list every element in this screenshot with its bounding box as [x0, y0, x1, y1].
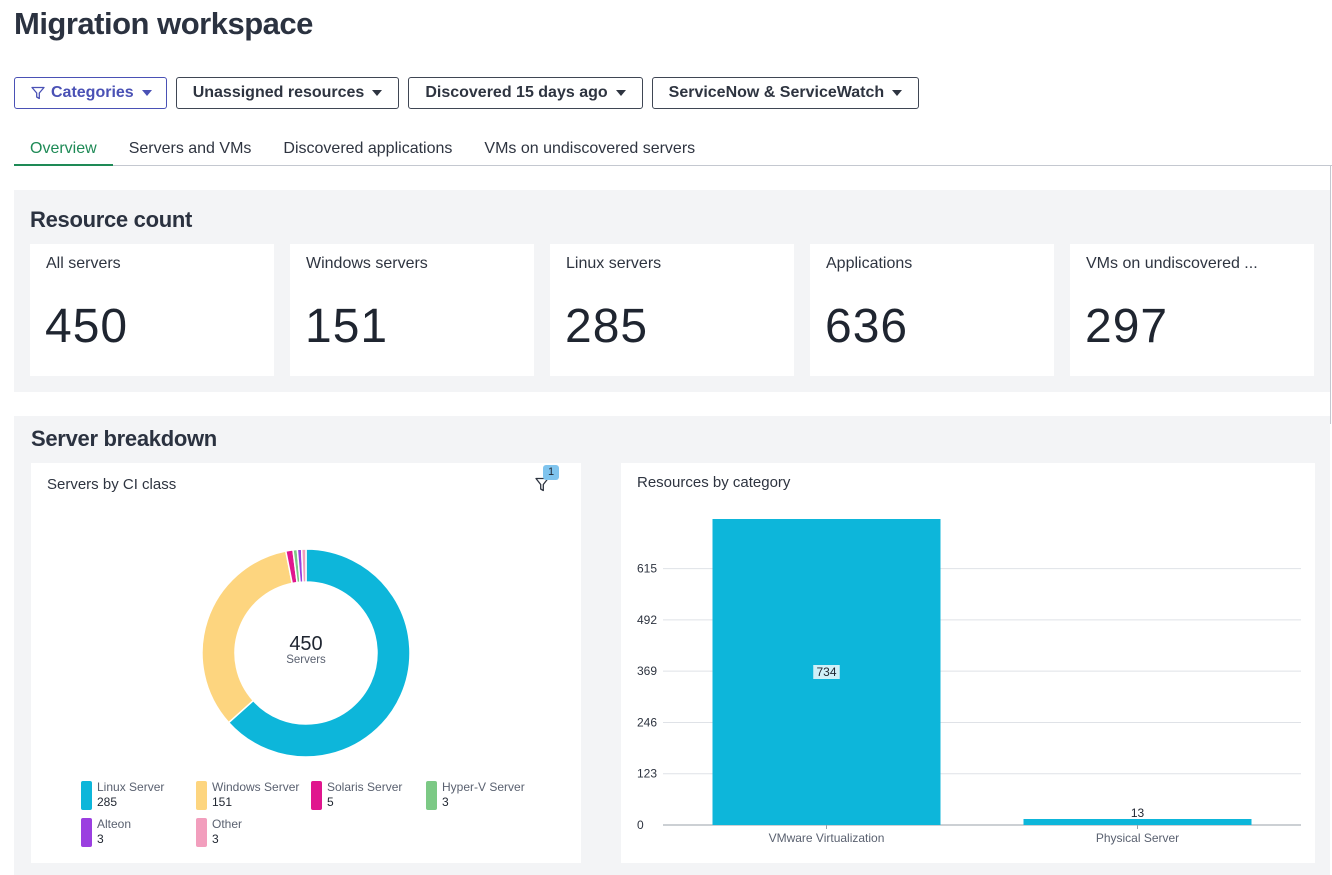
- discovered-date-filter-label: Discovered 15 days ago: [425, 84, 608, 101]
- tab-vms-on-undiscovered-servers[interactable]: VMs on undiscovered servers: [484, 140, 696, 157]
- scroll-divider: [1330, 166, 1331, 424]
- panel-title: Servers by CI class: [47, 476, 177, 493]
- legend-label: Solaris Server: [327, 780, 403, 794]
- legend-value: 151: [212, 795, 233, 809]
- x-tick-label: VMware Virtualization: [769, 831, 885, 845]
- stat-label: All servers: [46, 255, 121, 272]
- legend-item-other[interactable]: Other 3: [196, 817, 311, 849]
- section-title-resource-count: Resource count: [30, 207, 193, 232]
- stat-value: 450: [45, 300, 129, 353]
- filter-bar: Categories Unassigned resources Discover…: [14, 77, 920, 109]
- y-tick-label: 123: [637, 767, 657, 781]
- categories-filter-button[interactable]: Categories: [14, 77, 167, 109]
- source-filter-label: ServiceNow & ServiceWatch: [668, 84, 885, 101]
- caret-down-icon: [892, 90, 903, 96]
- legend-item-hyper-v-server[interactable]: Hyper-V Server 3: [426, 780, 541, 812]
- tab-overview[interactable]: Overview: [14, 131, 113, 166]
- legend-label: Linux Server: [97, 780, 165, 794]
- stat-label: Windows servers: [306, 255, 428, 272]
- y-tick-label: 615: [637, 562, 657, 576]
- stat-value: 297: [1085, 300, 1169, 353]
- legend-label: Windows Server: [212, 780, 300, 794]
- stat-label: VMs on undiscovered ...: [1086, 255, 1258, 272]
- legend-swatch: [426, 781, 437, 810]
- resource-count-section: Resource count All servers 450 Windows s…: [14, 190, 1330, 392]
- donut-slice-linux-server[interactable]: [227, 548, 411, 758]
- caret-down-icon: [372, 90, 383, 96]
- stat-card-applications[interactable]: Applications 636: [810, 244, 1054, 376]
- legend-value: 3: [212, 832, 219, 846]
- stat-value: 285: [565, 300, 649, 353]
- legend-item-solaris-server[interactable]: Solaris Server 5: [311, 780, 426, 812]
- server-breakdown-section: Server breakdown Servers by CI class 1 4…: [14, 416, 1330, 875]
- section-title-server-breakdown: Server breakdown: [31, 426, 217, 451]
- resources-bar-chart: 0 123 246 369 492 615 734 VMware Virtualization…: [637, 519, 1301, 845]
- legend-value: 5: [327, 795, 334, 809]
- bar-value-label: 13: [1131, 806, 1145, 820]
- legend-label: Other: [212, 817, 243, 831]
- y-tick-label: 0: [637, 818, 644, 832]
- stat-card-linux-servers[interactable]: Linux servers 285: [550, 244, 794, 376]
- panel-filter-button[interactable]: 1: [534, 465, 560, 495]
- panel-title: Resources by category: [637, 474, 791, 491]
- legend-label: Hyper-V Server: [442, 780, 525, 794]
- y-tick-label: 246: [637, 715, 657, 729]
- stat-card-all-servers[interactable]: All servers 450: [30, 244, 274, 376]
- servers-donut-chart: 450 Servers: [201, 548, 411, 758]
- legend-item-windows-server[interactable]: Windows Server 151: [196, 780, 311, 812]
- legend-value: 3: [442, 795, 449, 809]
- legend-swatch: [81, 781, 92, 810]
- donut-center-value: 450: [289, 633, 322, 655]
- legend-swatch: [196, 818, 207, 847]
- caret-down-icon: [615, 90, 626, 96]
- y-tick-label: 492: [637, 613, 657, 627]
- legend-item-linux-server[interactable]: Linux Server 285: [81, 780, 196, 812]
- stat-value: 151: [305, 300, 389, 353]
- bar-value-label: 734: [816, 665, 836, 679]
- bar-value-label-bg: [813, 665, 840, 679]
- stat-label: Applications: [826, 255, 913, 272]
- bar-physical-server[interactable]: [1023, 819, 1252, 825]
- legend-swatch: [81, 818, 92, 847]
- discovered-date-filter-button[interactable]: Discovered 15 days ago: [408, 77, 643, 109]
- legend-swatch: [196, 781, 207, 810]
- resources-by-category-panel: Resources by category 0 123 246 369 492 615 73…: [621, 463, 1315, 863]
- stat-label: Linux servers: [566, 255, 662, 272]
- legend-item-alteon[interactable]: Alteon 3: [81, 817, 196, 849]
- servers-by-ci-class-panel: Servers by CI class 1 450 Servers Linux …: [31, 463, 581, 863]
- unassigned-resources-filter-button[interactable]: Unassigned resources: [175, 77, 400, 109]
- stat-card-vms-on-undiscovered[interactable]: VMs on undiscovered ... 297: [1070, 244, 1314, 376]
- donut-slice-other[interactable]: [300, 548, 307, 583]
- legend-value: 3: [97, 832, 104, 846]
- legend-label: Alteon: [97, 817, 132, 831]
- tab-discovered-applications[interactable]: Discovered applications: [283, 140, 453, 157]
- unassigned-resources-filter-label: Unassigned resources: [192, 84, 365, 101]
- x-tick-label: Physical Server: [1096, 831, 1179, 845]
- tab-servers-and-vms[interactable]: Servers and VMs: [128, 140, 252, 157]
- stat-card-windows-servers[interactable]: Windows servers 151: [290, 244, 534, 376]
- legend-value: 285: [97, 795, 118, 809]
- categories-filter-label: Categories: [51, 84, 134, 101]
- y-tick-label: 369: [637, 664, 657, 678]
- filter-icon: [31, 86, 45, 100]
- donut-center-label: Servers: [286, 654, 326, 666]
- page-title: Migration workspace: [14, 6, 313, 41]
- legend-swatch: [311, 781, 322, 810]
- tab-bar: Overview Servers and VMs Discovered appl…: [14, 131, 1332, 166]
- filter-count-badge: 1: [543, 465, 559, 480]
- stat-value: 636: [825, 300, 909, 353]
- source-filter-button[interactable]: ServiceNow & ServiceWatch: [651, 77, 920, 109]
- donut-slice-windows-server[interactable]: [201, 550, 294, 724]
- caret-down-icon: [141, 90, 152, 96]
